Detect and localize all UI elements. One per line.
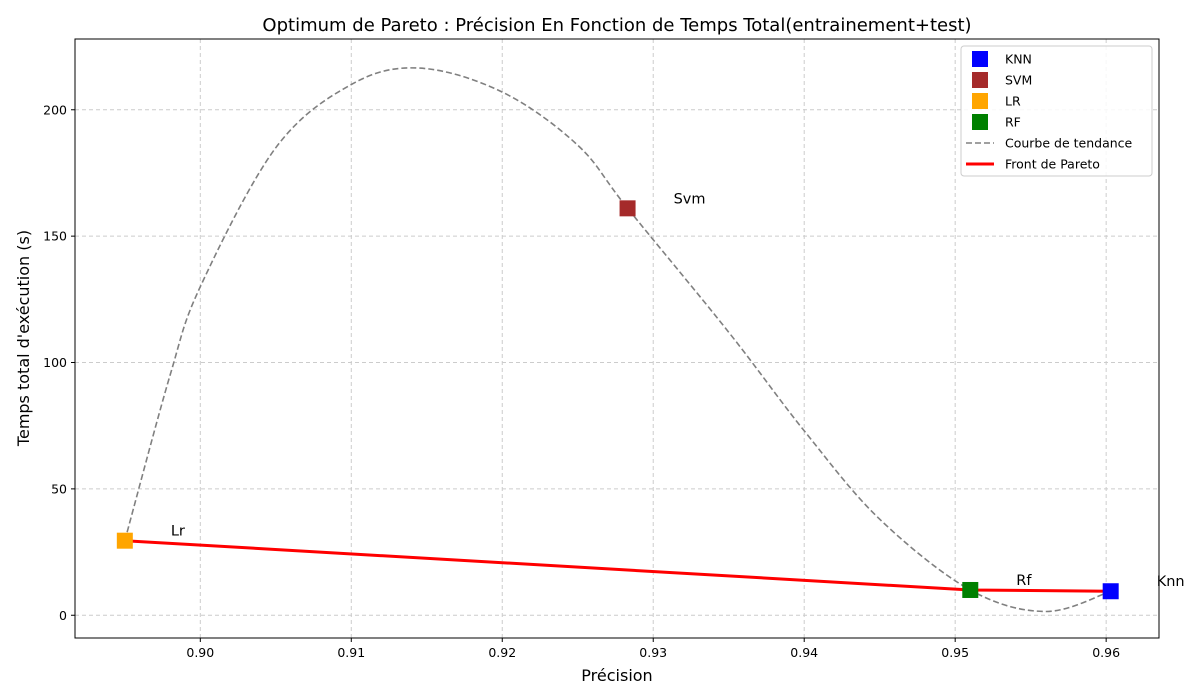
point-svm [619, 200, 636, 217]
point-lr [116, 532, 133, 549]
annotation-knn: Knn [1157, 574, 1185, 590]
y-tick-label: 100 [43, 355, 67, 370]
x-tick-label: 0.90 [186, 645, 214, 660]
legend-label: LR [1005, 94, 1021, 109]
legend-swatch-lr [972, 93, 988, 109]
x-axis-label: Précision [581, 666, 652, 685]
legend-swatch-knn [972, 51, 988, 67]
y-tick-label: 200 [43, 102, 67, 117]
point-rf [962, 581, 979, 598]
grid [75, 39, 1159, 638]
plot-frame [74, 38, 1160, 639]
chart-title: Optimum de Pareto : Précision En Fonctio… [262, 15, 971, 36]
x-tick-label: 0.93 [639, 645, 667, 660]
data-points-layer [116, 200, 1119, 600]
annotations-layer: Knn Svm Lr Rf [171, 191, 1185, 590]
legend-label: Courbe de tendance [1005, 136, 1133, 151]
axis-ticks: 0.90 0.91 0.92 0.93 0.94 0.95 0.96 0 50 100 150 200 [43, 102, 1120, 660]
legend-label: KNN [1005, 52, 1032, 67]
x-tick-label: 0.95 [941, 645, 969, 660]
x-tick-label: 0.91 [337, 645, 365, 660]
annotation-rf: Rf [1016, 573, 1032, 589]
legend-label: SVM [1005, 73, 1032, 88]
legend-label: RF [1005, 115, 1021, 130]
point-knn [1102, 583, 1119, 600]
legend-swatch-rf [972, 114, 988, 130]
annotation-lr: Lr [171, 524, 185, 540]
legend-label: Front de Pareto [1005, 157, 1100, 172]
y-tick-label: 0 [59, 608, 67, 623]
legend-box [960, 45, 1153, 177]
x-tick-label: 0.96 [1092, 645, 1120, 660]
y-tick-label: 150 [43, 229, 67, 244]
y-tick-label: 50 [51, 481, 67, 496]
legend-swatch-svm [972, 72, 988, 88]
trend-curve [124, 67, 1111, 613]
trend-curve-layer [124, 67, 1111, 613]
x-tick-label: 0.94 [790, 645, 818, 660]
annotation-svm: Svm [674, 191, 706, 207]
y-axis-label: Temps total d'exécution (s) [14, 230, 33, 447]
legend: KNN SVM LR RF Courbe de tendance Front de Par… [960, 45, 1153, 177]
x-tick-label: 0.92 [488, 645, 516, 660]
